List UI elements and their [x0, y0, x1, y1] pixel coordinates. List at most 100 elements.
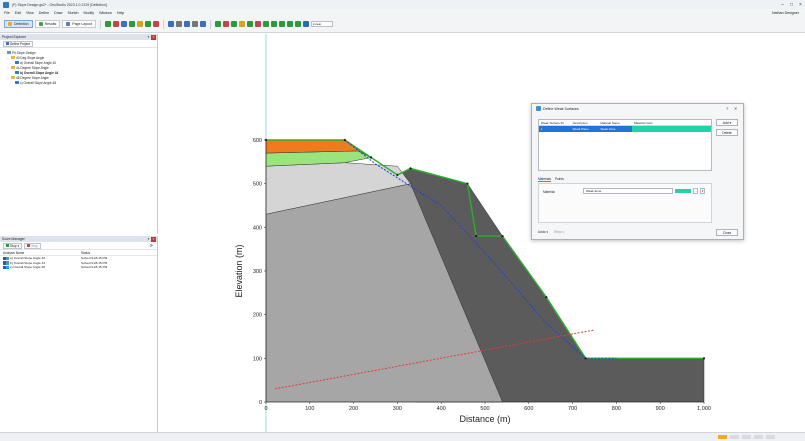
table-row[interactable]: a) Overall Slope Angle 40 Solved 9:28:15 … [0, 256, 157, 261]
menu-help[interactable]: Help [116, 10, 125, 15]
slope-diagram[interactable]: 0 100 200 300 400 500 600 700 800 900 1,000 0 100 200… [159, 34, 805, 432]
geometry-point[interactable] [409, 167, 412, 170]
delete-button[interactable]: Delete [716, 129, 738, 136]
sketch-text-icon[interactable] [230, 21, 237, 27]
move-icon[interactable] [175, 21, 182, 27]
draw-polyline-icon[interactable] [128, 21, 135, 27]
pin-icon[interactable]: ▾ [147, 237, 150, 241]
sketch-arrow-icon[interactable] [222, 21, 229, 27]
close-icon[interactable]: × [734, 106, 737, 111]
material-select[interactable]: Weak Zone [583, 188, 673, 194]
material-edit-button[interactable]: … [693, 188, 698, 194]
materials-icon[interactable] [278, 21, 285, 27]
help-icon[interactable]: ? [726, 106, 729, 111]
minimize-button[interactable]: – [781, 1, 784, 8]
tree-item[interactable]: b) Overall Slope Angle 44 [3, 70, 157, 75]
collapse-icon[interactable]: − [7, 65, 9, 70]
close-pane-icon[interactable]: × [151, 34, 156, 40]
material-dropdown-icon[interactable]: ▾ [700, 188, 705, 194]
drawing-canvas[interactable]: 0 100 200 300 400 500 600 700 800 900 1,000 0 100 200… [159, 34, 805, 432]
tree-item[interactable]: −40 Deg Slope Angle [7, 55, 45, 60]
dialog-icon [536, 106, 541, 111]
close-window-button[interactable]: × [799, 1, 802, 8]
draw-slip-icon[interactable] [152, 21, 159, 27]
close-button[interactable]: Close [716, 229, 738, 236]
pan-icon[interactable] [191, 21, 198, 27]
geometry-point[interactable] [545, 296, 548, 299]
geometry-point[interactable] [343, 138, 346, 142]
draw-point-icon[interactable] [104, 21, 111, 27]
draw-region-icon[interactable] [120, 21, 127, 27]
column-analysis-name: Analysis Name [3, 250, 25, 255]
pin-icon[interactable]: ▾ [147, 35, 150, 39]
sketch-shape-icon[interactable] [254, 21, 261, 27]
tab-points[interactable]: Points [554, 177, 564, 181]
draw-material-icon[interactable] [136, 21, 143, 27]
maximize-button[interactable]: □ [789, 1, 794, 8]
sketch-line-icon[interactable] [214, 21, 221, 27]
draw-line-icon[interactable] [112, 21, 119, 27]
definition-icon [8, 22, 12, 26]
material-color-swatch[interactable] [631, 126, 711, 132]
menu-window[interactable]: Window [99, 10, 112, 15]
app-icon [3, 1, 9, 8]
tree-item[interactable]: c) Overall Slope Angle 48 [3, 80, 157, 85]
collapse-icon[interactable]: − [3, 50, 5, 55]
table-row[interactable]: 1 Weak Plane Weak Zone [539, 126, 711, 132]
sketch-dim-icon[interactable] [262, 21, 269, 27]
geometry-point[interactable] [584, 357, 587, 360]
tab-results[interactable]: Results [34, 20, 61, 28]
collapse-icon[interactable]: − [7, 75, 9, 80]
geometry-point[interactable] [370, 156, 373, 159]
tree-item[interactable]: −48 Degree Slope Angle [7, 75, 49, 80]
undo-button[interactable]: Undo ▾ [538, 230, 549, 234]
close-pane-icon[interactable]: × [151, 236, 156, 242]
tab-page-layout[interactable]: Page Layout [62, 20, 96, 28]
tree-item[interactable]: a) Overall Slope Angle 40 [3, 60, 157, 65]
table-row[interactable]: b) Overall Slope Angle 44 Solved 9:28:15 … [0, 261, 157, 266]
weak-surface-icon[interactable] [294, 21, 301, 27]
geometry-point[interactable] [501, 234, 504, 238]
menu-file[interactable]: File [4, 10, 10, 15]
redo-button[interactable]: Redo ▾ [554, 230, 565, 234]
status-icon [766, 435, 775, 439]
boundary-conditions-icon[interactable] [286, 21, 293, 27]
solve-icon[interactable] [302, 21, 309, 27]
key-in-icon[interactable] [270, 21, 277, 27]
tab-materials[interactable]: Materials [538, 177, 551, 182]
sketch-circle-icon[interactable] [246, 21, 253, 27]
sketch-axis-icon[interactable] [238, 21, 245, 27]
analysis-icon [3, 261, 9, 265]
tree-item[interactable]: −44 Degree Slope Angle [7, 65, 49, 70]
analysis-icon [15, 80, 19, 85]
geometry-point[interactable] [475, 234, 478, 238]
menu-draw[interactable]: Draw [54, 10, 63, 15]
user-name[interactable]: Nathan Designer [772, 10, 799, 15]
line-style-select[interactable]: Linear [310, 21, 333, 27]
refresh-icon[interactable]: ⟳ [149, 243, 153, 248]
menu-sketch[interactable]: Sketch [67, 10, 79, 15]
menu-define[interactable]: Define [38, 10, 50, 15]
menu-edit[interactable]: Edit [14, 10, 21, 15]
table-row[interactable]: c) Overall Slope Angle 48 Solved 9:28:15 … [0, 265, 157, 270]
folder-icon [11, 65, 15, 70]
draw-boundary-icon[interactable] [144, 21, 151, 27]
fit-icon[interactable] [199, 21, 206, 27]
geometry-point[interactable] [396, 173, 399, 177]
add-button[interactable]: Add ▾ [716, 119, 738, 126]
menu-modify[interactable]: Modify [83, 10, 95, 15]
define-project-button[interactable]: Define Project [3, 40, 34, 47]
geometry-point[interactable] [466, 182, 469, 185]
project-explorer-pane: Project Explorer ▾ × Define Project − Pit… [0, 34, 158, 234]
tab-definition[interactable]: Definition [4, 20, 33, 28]
select-icon[interactable] [167, 21, 174, 27]
menu-view[interactable]: View [26, 10, 34, 15]
geometry-point[interactable] [702, 357, 706, 360]
zoom-icon[interactable] [183, 21, 190, 27]
stop-button[interactable]: Stop [24, 242, 41, 249]
column-status: Status [81, 250, 91, 255]
collapse-icon[interactable]: − [7, 55, 9, 60]
solve-button[interactable]: Stop ▾ [3, 242, 23, 249]
tree-item[interactable]: − Pit Slope Design [3, 50, 36, 55]
analysis-icon [3, 265, 9, 270]
